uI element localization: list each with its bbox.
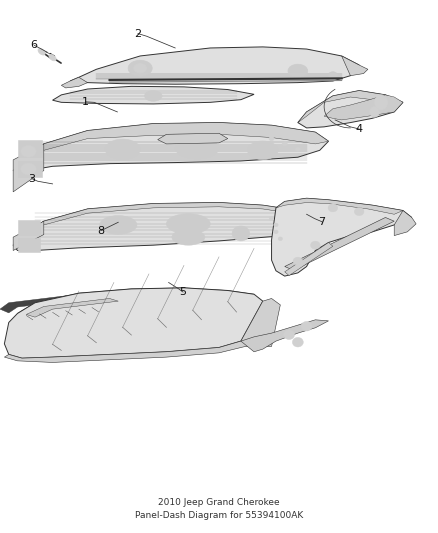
- Ellipse shape: [288, 64, 308, 78]
- Ellipse shape: [21, 163, 36, 175]
- Polygon shape: [13, 203, 315, 245]
- Ellipse shape: [274, 230, 278, 233]
- Ellipse shape: [370, 107, 379, 117]
- Polygon shape: [13, 221, 44, 251]
- Text: 1: 1: [82, 97, 89, 107]
- Polygon shape: [61, 77, 88, 88]
- Polygon shape: [241, 320, 328, 352]
- Polygon shape: [26, 298, 118, 317]
- Polygon shape: [18, 288, 254, 317]
- Polygon shape: [276, 198, 403, 214]
- Ellipse shape: [328, 72, 338, 80]
- Text: 3: 3: [28, 174, 35, 183]
- Ellipse shape: [38, 49, 45, 55]
- Polygon shape: [53, 86, 254, 104]
- Text: 2010 Jeep Grand Cherokee
Panel-Dash Diagram for 55394100AK: 2010 Jeep Grand Cherokee Panel-Dash Diag…: [135, 498, 303, 520]
- Text: 4: 4: [356, 124, 363, 134]
- Ellipse shape: [301, 321, 312, 331]
- Ellipse shape: [49, 54, 56, 61]
- Ellipse shape: [172, 229, 205, 245]
- Polygon shape: [70, 47, 359, 84]
- Text: 5: 5: [180, 287, 187, 297]
- Polygon shape: [298, 91, 385, 123]
- Text: 7: 7: [318, 217, 325, 227]
- Ellipse shape: [232, 226, 250, 241]
- Ellipse shape: [166, 214, 210, 234]
- Polygon shape: [13, 203, 315, 251]
- Ellipse shape: [354, 207, 364, 216]
- Bar: [18, 238, 40, 252]
- Ellipse shape: [282, 142, 287, 146]
- Ellipse shape: [105, 139, 140, 159]
- Ellipse shape: [284, 330, 295, 340]
- Polygon shape: [13, 144, 44, 192]
- Ellipse shape: [293, 257, 303, 265]
- Ellipse shape: [128, 60, 152, 76]
- Polygon shape: [285, 217, 394, 270]
- Polygon shape: [158, 133, 228, 144]
- Ellipse shape: [311, 241, 320, 249]
- Polygon shape: [342, 56, 368, 76]
- Ellipse shape: [145, 91, 162, 101]
- Ellipse shape: [134, 63, 147, 73]
- Ellipse shape: [274, 223, 278, 227]
- Ellipse shape: [100, 216, 137, 235]
- Polygon shape: [13, 123, 328, 172]
- Polygon shape: [13, 123, 328, 171]
- Polygon shape: [4, 288, 263, 358]
- Polygon shape: [285, 243, 333, 276]
- Polygon shape: [0, 294, 88, 313]
- Ellipse shape: [278, 237, 283, 241]
- Polygon shape: [298, 91, 403, 128]
- Text: 2: 2: [134, 29, 141, 38]
- Text: 6: 6: [31, 41, 38, 50]
- Ellipse shape: [328, 204, 338, 212]
- Ellipse shape: [293, 337, 304, 347]
- Ellipse shape: [295, 147, 300, 151]
- Text: 8: 8: [97, 226, 104, 236]
- Ellipse shape: [21, 146, 36, 157]
- Bar: [18, 220, 40, 235]
- Ellipse shape: [247, 141, 278, 160]
- Polygon shape: [4, 298, 280, 362]
- Ellipse shape: [374, 95, 388, 110]
- Bar: [18, 140, 42, 157]
- Ellipse shape: [175, 138, 219, 159]
- Ellipse shape: [269, 217, 274, 221]
- Ellipse shape: [269, 136, 274, 141]
- Polygon shape: [272, 198, 412, 276]
- Polygon shape: [394, 211, 416, 236]
- Bar: [18, 161, 42, 177]
- Polygon shape: [324, 95, 403, 120]
